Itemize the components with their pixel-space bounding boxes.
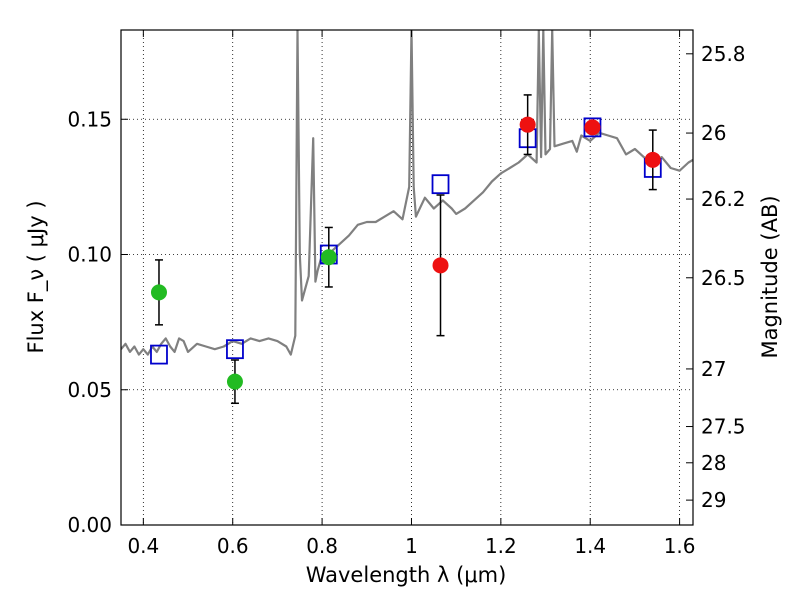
right-tick-label: 25.8 <box>701 42 746 66</box>
model-square-marker <box>431 174 450 195</box>
x-axis-title: Wavelength λ (μm) <box>306 563 507 587</box>
x-tick-label: 0.6 <box>217 534 249 558</box>
photometry-circle-marker <box>432 257 449 274</box>
x-tick-label: 0.8 <box>306 534 338 558</box>
right-tick-label: 26.5 <box>701 266 746 290</box>
x-tick-label: 1.6 <box>664 534 696 558</box>
right-tick-label: 28 <box>701 451 726 475</box>
axis-ticks: 0.4 0.6 0.8 1 1.2 1.4 1.6 0.00 0.05 0.10 0.15 25.8 2… <box>67 30 746 558</box>
x-tick-label: 1 <box>405 534 418 558</box>
x-tick-label: 1.2 <box>485 534 517 558</box>
right-tick-label: 26 <box>701 121 726 145</box>
grid-lines <box>121 30 693 526</box>
y-tick-label: 0.10 <box>67 243 112 267</box>
right-tick-label: 29 <box>701 488 726 512</box>
photometry-circle-marker <box>320 249 337 266</box>
y-tick-label: 0.15 <box>67 107 112 131</box>
right-axis-title: Magnitude (AB) <box>758 195 782 358</box>
spectrum-line <box>121 30 693 356</box>
photometry-circle-marker <box>644 151 661 168</box>
photometry-points <box>150 94 662 405</box>
right-tick-label: 27.5 <box>701 415 746 439</box>
right-tick-label: 27 <box>701 357 726 381</box>
model-square-marker <box>226 339 244 360</box>
photometry-circle-marker <box>584 119 601 136</box>
photometry-circle-marker <box>226 373 243 390</box>
x-tick-label: 1.4 <box>574 534 606 558</box>
model-square-marker <box>150 344 168 365</box>
y-tick-label: 0.05 <box>67 378 112 402</box>
y-tick-label: 0.00 <box>67 513 112 537</box>
photometry-circle-marker <box>519 116 536 133</box>
photometry-circle-marker <box>150 284 167 301</box>
model-spectrum <box>121 30 693 356</box>
right-tick-label: 26.2 <box>701 187 746 211</box>
plot-frame <box>120 29 694 526</box>
y-axis-title: Flux F_ν ( μJy ) <box>24 200 49 353</box>
x-tick-label: 0.4 <box>127 534 159 558</box>
